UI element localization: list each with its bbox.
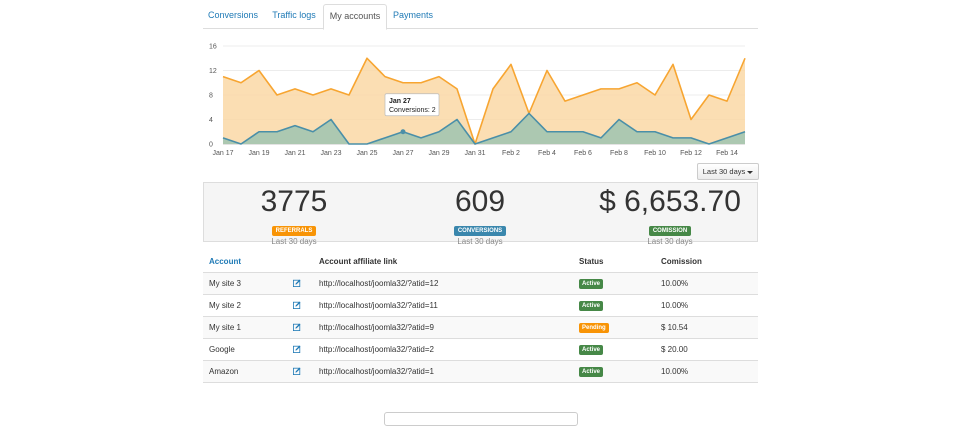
- stats-summary: 3775 REFERRALS Last 30 days 609 CONVERSI…: [203, 182, 758, 246]
- status-badge: Active: [579, 278, 604, 289]
- x-tick-label: Jan 23: [320, 150, 341, 157]
- x-tick-label: Jan 21: [284, 150, 305, 157]
- x-tick-label: Jan 27: [392, 150, 413, 157]
- edit-icon[interactable]: [293, 323, 301, 331]
- stat-sub: Last 30 days: [647, 237, 693, 246]
- x-tick-label: Feb 8: [610, 150, 628, 157]
- stat-sub: Last 30 days: [271, 237, 317, 246]
- affiliate-link[interactable]: http://localhost/joomla32/?atid=12: [319, 279, 439, 288]
- tooltip-text: Conversions: 2: [389, 107, 436, 114]
- edit-icon[interactable]: [293, 367, 301, 375]
- stat-commission: $ 6,653.70 COMISSION Last 30 days: [580, 183, 760, 247]
- edit-icon[interactable]: [293, 301, 301, 309]
- series-0-area: [223, 58, 745, 144]
- account-name: My site 2: [209, 301, 242, 310]
- x-tick-label: Feb 4: [538, 150, 556, 157]
- chart-areas: [222, 57, 746, 145]
- status-badge: Active: [579, 366, 604, 377]
- stat-value: $ 6,653.70: [599, 185, 741, 218]
- account-name: Google: [209, 345, 235, 354]
- x-tick-label: Feb 14: [716, 150, 738, 157]
- edit-icon[interactable]: [293, 345, 301, 353]
- stat-sub: Last 30 days: [457, 237, 503, 246]
- header-link: Account affiliate link: [319, 257, 398, 266]
- tab-traffic-logs[interactable]: Traffic logs: [272, 10, 316, 20]
- tab-bar: Conversions Traffic logs My accounts Pay…: [203, 4, 758, 30]
- account-name: My site 1: [209, 323, 242, 332]
- tab-conversions[interactable]: Conversions: [207, 10, 259, 20]
- header-account[interactable]: Account: [209, 257, 241, 266]
- tab-payments[interactable]: Payments: [392, 10, 434, 20]
- x-tick-label: Jan 25: [356, 150, 377, 157]
- table-header: Account Account affiliate link Status Co…: [203, 252, 758, 273]
- status-badge: Pending: [579, 322, 609, 333]
- account-name: Amazon: [209, 367, 239, 376]
- commission-value: 10.00%: [661, 301, 689, 310]
- y-tick-label: 0: [209, 142, 213, 149]
- commission-value: $ 10.54: [661, 323, 688, 332]
- table-row: My site 1 http://localhost/joomla32/?atid…: [203, 317, 758, 339]
- status-badge: Active: [579, 344, 604, 355]
- range-dropdown-label: Last 30 days: [702, 167, 746, 176]
- affiliate-link[interactable]: http://localhost/joomla32/?atid=2: [319, 345, 434, 354]
- commission-value: $ 20.00: [661, 345, 688, 354]
- caret-down-icon: [747, 170, 754, 174]
- x-tick-label: Jan 31: [464, 150, 485, 157]
- stat-value: 609: [454, 185, 506, 218]
- affiliate-link[interactable]: http://localhost/joomla32/?atid=11: [319, 301, 438, 310]
- status-badge: Active: [579, 300, 604, 311]
- stat-value: 3775: [260, 185, 328, 218]
- table-row: My site 2 http://localhost/joomla32/?atid…: [203, 295, 758, 317]
- chart-y-ticks: 0 4 8 12 16: [209, 44, 217, 149]
- affiliate-link[interactable]: http://localhost/joomla32/?atid=9: [319, 323, 434, 332]
- x-tick-label: Feb 10: [644, 150, 666, 157]
- commission-value: 10.00%: [661, 279, 689, 288]
- y-tick-label: 8: [209, 93, 213, 100]
- tooltip-title: Jan 27: [389, 98, 411, 105]
- stat-referrals: 3775 REFERRALS Last 30 days: [204, 183, 384, 247]
- tab-my-accounts[interactable]: My accounts: [323, 4, 387, 30]
- account-name: My site 3: [209, 279, 242, 288]
- stat-badge: CONVERSIONS: [453, 226, 507, 236]
- header-status: Status: [579, 257, 604, 266]
- tooltip-point: [400, 129, 406, 135]
- x-tick-label: Jan 19: [248, 150, 269, 157]
- y-tick-label: 4: [209, 117, 213, 124]
- series-0-line: [222, 57, 746, 145]
- stat-badge: REFERRALS: [271, 226, 317, 236]
- x-tick-label: Feb 12: [680, 150, 702, 157]
- chart-x-ticks: Jan 17 Jan 19 Jan 21 Jan 23 Jan 25 Jan 27 Jan …: [212, 150, 738, 157]
- stat-conversions: 609 CONVERSIONS Last 30 days: [390, 183, 570, 247]
- edit-icon[interactable]: [293, 279, 301, 287]
- series-1-area: [223, 113, 745, 144]
- x-tick-label: Feb 6: [574, 150, 592, 157]
- range-dropdown[interactable]: Last 30 days: [697, 163, 759, 180]
- series-1-line: [222, 112, 746, 145]
- commission-value: 10.00%: [661, 367, 689, 376]
- x-tick-label: Jan 17: [212, 150, 233, 157]
- stat-badge: COMISSION: [648, 226, 692, 236]
- bottom-control[interactable]: [384, 412, 578, 426]
- table-row: Amazon http://localhost/joomla32/?atid=1 A…: [203, 361, 758, 383]
- affiliate-link[interactable]: http://localhost/joomla32/?atid=1: [319, 367, 434, 376]
- x-tick-label: Jan 29: [428, 150, 449, 157]
- y-tick-label: 16: [209, 44, 217, 51]
- table-row: Google http://localhost/joomla32/?atid=2 A…: [203, 339, 758, 361]
- y-tick-label: 12: [209, 68, 217, 75]
- chart-tooltip: Jan 27 Conversions: 2: [384, 93, 440, 135]
- accounts-table: Account Account affiliate link Status Co…: [203, 252, 758, 383]
- table-row: My site 3 http://localhost/joomla32/?atid…: [203, 273, 758, 295]
- header-commission: Comission: [661, 257, 702, 266]
- x-tick-label: Feb 2: [502, 150, 520, 157]
